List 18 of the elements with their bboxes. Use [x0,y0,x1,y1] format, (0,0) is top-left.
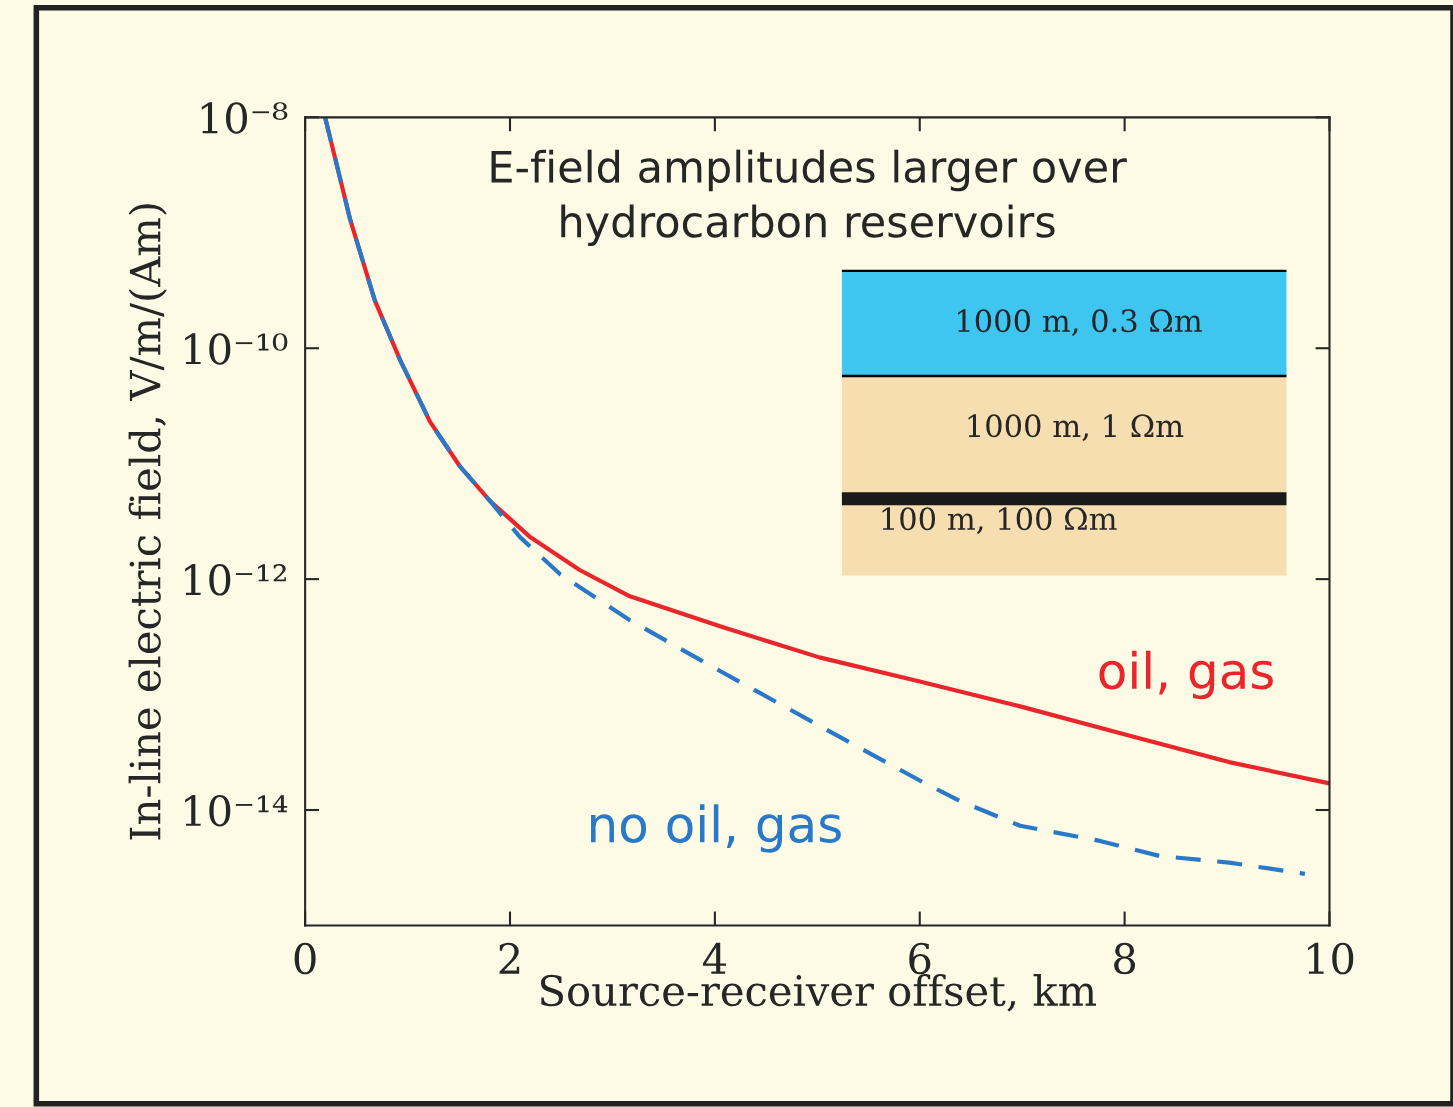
annotation: 100 m, 100 Ωm [882,507,1117,534]
x-tick-label: 2 [499,942,520,974]
y-tick-label: 10⁻¹⁴ [185,794,288,827]
x-tick-label: 8 [1114,942,1136,975]
annotation: 1000 m, 1 Ωm [968,414,1184,442]
series-label: oil, gas [1099,650,1273,700]
x-tick-label: 6 [909,942,931,975]
y-tick-label: 10⁻¹² [185,564,286,596]
y-tick-label: 10⁻¹⁰ [185,333,288,365]
x-tick-label: 0 [294,942,316,975]
x-tick-label: 4 [702,942,727,974]
x-tick-label: 10 [1308,942,1354,975]
series-label: no oil, gas [591,804,841,853]
y-tick-label: 10⁻⁸ [201,102,288,134]
annotation: 1000 m, 0.3 Ωm [958,309,1202,336]
text: E-field amplitudes larger over hydrocarbon reservoirs [491,149,1127,247]
y-axis-title: In-line electric field, V/m/(Am) [128,204,167,840]
x-axis-title: Source-receiver offset, km [540,974,1097,1012]
